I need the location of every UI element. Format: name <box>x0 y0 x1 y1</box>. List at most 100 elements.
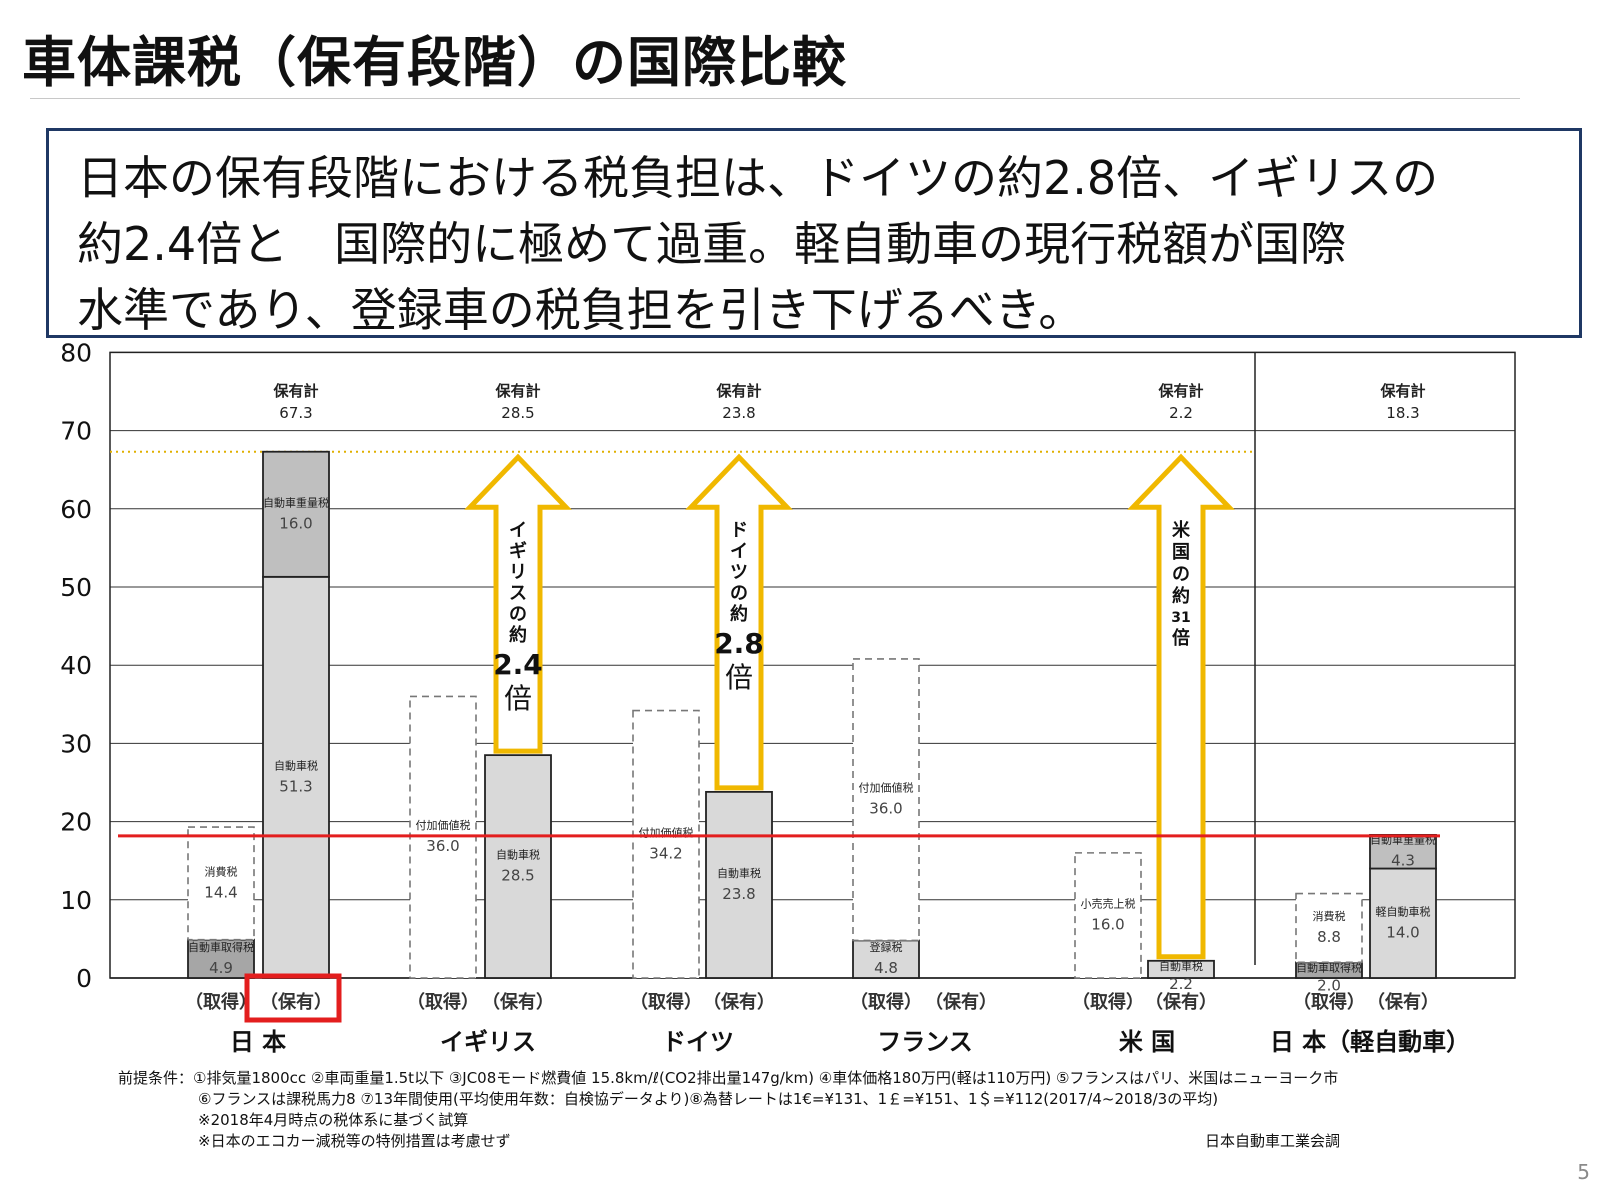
group-label: ドイツ <box>662 1028 734 1056</box>
segment-name-label: 登録税 <box>870 940 903 954</box>
total-value: 2.2 <box>1169 404 1193 422</box>
total-caption: 保有計 <box>715 382 761 400</box>
bar-sub-label: （保有） <box>482 991 554 1013</box>
y-tick-label: 0 <box>76 964 92 993</box>
arrow-text-char: イ <box>730 541 748 562</box>
total-caption: 保有計 <box>494 382 540 400</box>
segment-value-label: 14.4 <box>204 883 237 901</box>
total-value: 67.3 <box>279 404 312 422</box>
segment-value-label: 8.8 <box>1317 928 1341 946</box>
total-value: 18.3 <box>1386 404 1419 422</box>
source-note: 日本自動車工業会調 <box>1205 1132 1341 1150</box>
segment-value-label: 4.8 <box>874 959 898 977</box>
segment-name-label: 自動車税 <box>717 866 761 880</box>
total-caption: 保有計 <box>1379 382 1425 400</box>
total-caption: 保有計 <box>1157 382 1203 400</box>
group-label: フランス <box>877 1028 973 1056</box>
plot-frame <box>109 351 1516 979</box>
arrow-text-char: 約 <box>509 624 527 646</box>
total-caption: 保有計 <box>272 382 318 400</box>
bar-segment <box>187 938 255 979</box>
segment-name-label: 自動車税 <box>496 848 540 862</box>
bar-sub-label: （取得） <box>407 991 479 1013</box>
bar-segment <box>262 450 330 578</box>
segment-name-label: 軽自動車税 <box>1376 904 1431 918</box>
arrow-multiplier: 31 <box>1171 610 1190 626</box>
y-tick-label: 40 <box>60 651 92 680</box>
segment-name-label: 消費税 <box>1313 909 1346 923</box>
arrow-multiplier: 2.8 <box>714 627 764 660</box>
tax-comparison-chart: 0 10 20 30 40 50 60 70 80 自動車取得税 4.9 消費税 14.4 （取得） 自動車… <box>60 340 1516 1056</box>
segment-value-label: 16.0 <box>1091 915 1124 933</box>
multiplier-arrow <box>1127 453 1235 960</box>
group-label: 日 本 <box>230 1028 286 1056</box>
bar-segment <box>484 754 552 979</box>
bar-segment <box>1074 852 1142 979</box>
segment-value-label: 36.0 <box>426 837 459 855</box>
y-tick-label: 60 <box>60 495 92 524</box>
arrow-text-char: 国 <box>1172 542 1190 563</box>
arrow-text-char: ツ <box>730 562 748 583</box>
footnote-line-4: ※日本のエコカー減税等の特例措置は考慮せず <box>198 1132 511 1150</box>
callout-line-2: 約2.4倍と 国際的に極めて過重。軽自動車の現行税額が国際 <box>77 217 1347 271</box>
bar-segment <box>1295 892 1363 964</box>
multiplier-arrow <box>685 453 793 791</box>
bar-sub-label: （取得） <box>850 991 922 1013</box>
bar-sub-label: （保有） <box>1367 991 1439 1013</box>
arrow-text-char: イ <box>509 520 527 541</box>
segment-value-label: 34.2 <box>649 844 682 862</box>
bar-sub-label: （保有） <box>703 991 775 1013</box>
segment-name-label: 自動車重量税 <box>263 495 329 509</box>
total-value: 28.5 <box>501 404 534 422</box>
group-label: イギリス <box>440 1028 536 1056</box>
summary-callout: 日本の保有段階における税負担は、ドイツの約2.8倍、イギリスの 約2.4倍と 国… <box>46 128 1582 338</box>
arrow-text-char: 米 <box>1172 519 1191 541</box>
arrow-unit: 倍 <box>504 682 532 715</box>
bar-sub-label: （取得） <box>1293 991 1365 1013</box>
bar-sub-label: （保有） <box>925 991 997 1013</box>
segment-name-label: 自動車税 <box>1159 959 1203 973</box>
bar-segment <box>1369 833 1437 870</box>
y-tick-label: 70 <box>60 417 92 446</box>
segment-value-label: 2.0 <box>1317 976 1341 994</box>
segment-value-label: 4.3 <box>1391 852 1415 870</box>
segment-name-label: 小売売上税 <box>1081 896 1136 910</box>
arrow-multiplier: 2.4 <box>493 648 543 681</box>
group-label: 日 本（軽自動車） <box>1270 1028 1470 1056</box>
segment-value-label: 28.5 <box>501 867 534 885</box>
footnote-line-2: ⑥フランスは課税馬力8 ⑦13年間使用(平均使用年数：自検協データより)⑧為替レ… <box>198 1090 1219 1108</box>
segment-name-label: 付加価値税 <box>416 818 471 832</box>
segment-name-label: 自動車取得税 <box>188 940 254 954</box>
bar-sub-label: （取得） <box>1072 991 1144 1013</box>
y-tick-label: 80 <box>60 340 92 367</box>
bar-sub-label: （取得） <box>630 991 702 1013</box>
multiplier-arrow <box>464 453 572 754</box>
bar-sub-label: （取得） <box>185 991 257 1013</box>
footnote-line-3: ※2018年4月時点の税体系に基づく試算 <box>198 1111 469 1129</box>
highlight-box <box>244 973 342 1023</box>
arrow-unit: 倍 <box>725 661 753 694</box>
bar-segment <box>852 658 920 942</box>
y-tick-label: 10 <box>60 886 92 915</box>
title-divider <box>30 98 1520 99</box>
segment-name-label: 付加価値税 <box>859 781 914 795</box>
bar-sub-label: （保有） <box>1145 991 1217 1013</box>
bar-segment <box>632 709 700 979</box>
callout-line-1: 日本の保有段階における税負担は、ドイツの約2.8倍、イギリスの <box>77 151 1439 205</box>
footnote-line-1: 前提条件：①排気量1800cc ②車両重量1.5t以下 ③JC08モード燃費値 … <box>118 1069 1339 1087</box>
segment-name-label: 自動車取得税 <box>1296 960 1362 974</box>
group-label: 米 国 <box>1119 1028 1175 1056</box>
segment-value-label: 4.9 <box>209 959 233 977</box>
segment-value-label: 16.0 <box>279 514 312 532</box>
arrow-text-char: の <box>730 583 748 604</box>
arrow-text-char: リ <box>509 562 527 583</box>
segment-value-label: 23.8 <box>722 885 755 903</box>
segment-value-label: 36.0 <box>869 800 902 818</box>
segment-name-label: 消費税 <box>205 864 238 878</box>
arrow-unit: 倍 <box>1172 627 1190 649</box>
bar-segment <box>262 575 330 979</box>
callout-line-3: 水準であり、登録車の税負担を引き下げるべき。 <box>77 283 1085 337</box>
arrow-text-char: ギ <box>509 541 527 562</box>
bar-segment <box>1369 867 1437 979</box>
arrow-text-char: 約 <box>730 603 748 625</box>
